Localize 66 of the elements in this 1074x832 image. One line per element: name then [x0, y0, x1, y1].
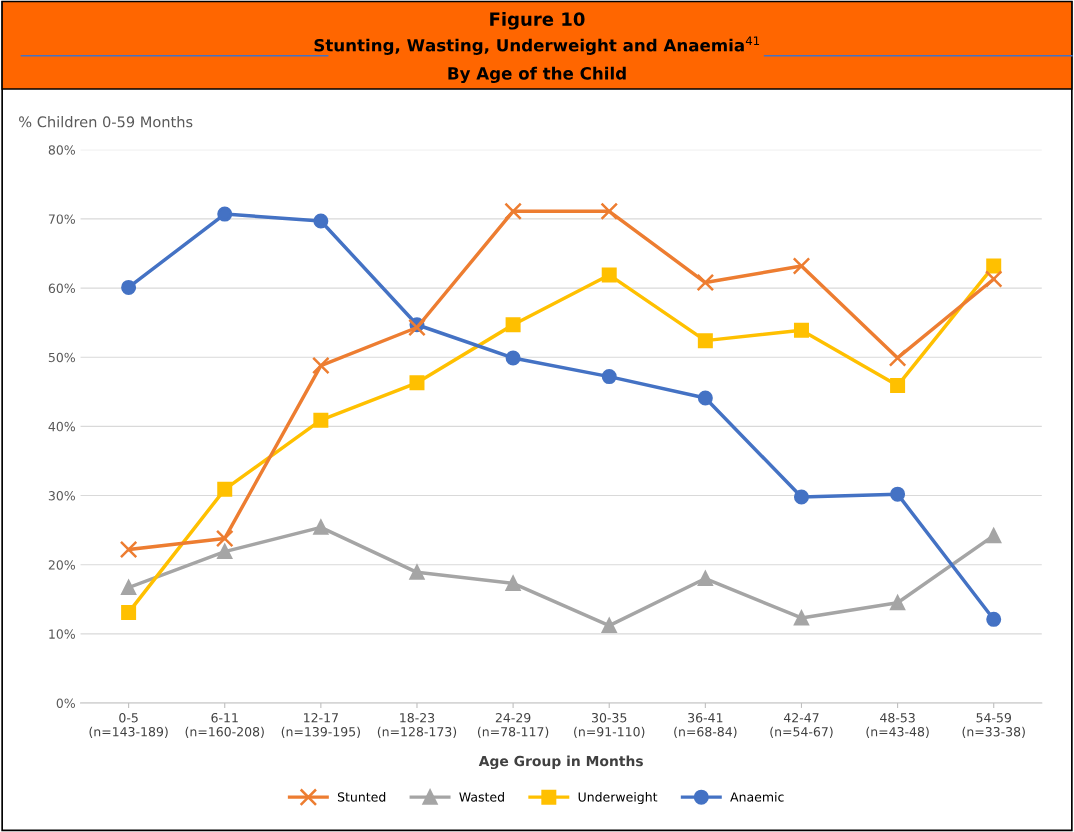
- chart-title: Figure 10: [490, 11, 585, 30]
- point: [697, 333, 713, 349]
- point: [313, 519, 329, 535]
- point: [409, 564, 425, 580]
- point: [600, 202, 619, 221]
- point: [311, 356, 330, 375]
- point: [601, 369, 617, 385]
- point: [505, 350, 521, 366]
- point: [217, 481, 233, 497]
- y-tick-label: 60%: [48, 283, 75, 294]
- point: [505, 575, 521, 591]
- point: [890, 595, 906, 611]
- point: [217, 544, 233, 560]
- y-tick-label: 70%: [48, 214, 75, 224]
- y-tick-label: 50%: [48, 352, 75, 363]
- point: [505, 317, 521, 333]
- x-tick-label: 12-17 (n=139-195): [281, 712, 360, 738]
- legend-label: Wasted: [459, 792, 504, 802]
- point: [313, 213, 329, 229]
- point: [121, 279, 137, 295]
- x-tick-label: 0-5 (n=143-189): [89, 712, 168, 738]
- point: [793, 610, 809, 626]
- point: [121, 604, 137, 620]
- point: [793, 322, 809, 338]
- point: [408, 318, 426, 337]
- x-tick-label: 24-29 (n=78-117): [477, 712, 549, 738]
- x-tick-label: 6-11 (n=160-208): [185, 712, 264, 738]
- x-tick-label: 30-35 (n=91-110): [574, 712, 645, 738]
- x-tick-label: 18-23 (n=128-173): [377, 712, 457, 738]
- point: [697, 571, 713, 587]
- point: [890, 486, 906, 502]
- y-tick-label: 10%: [49, 629, 75, 639]
- point: [984, 270, 1003, 288]
- point: [888, 349, 907, 367]
- x-tick-label: 42-47 (n=54-67): [770, 712, 833, 738]
- point: [217, 206, 233, 222]
- point: [409, 375, 425, 391]
- point: [890, 378, 906, 394]
- point: [986, 528, 1002, 544]
- point: [215, 529, 234, 548]
- y-tick-label: 40%: [48, 421, 75, 432]
- text: Stunting, Wasting, Underweight and Anaemia$^{41}$ By Age of the Child: [314, 36, 760, 84]
- x-tick-label: 54-59 (n=33-38): [962, 712, 1025, 738]
- y-tick-label: 80%: [48, 145, 75, 155]
- point: [119, 540, 138, 559]
- point: [696, 273, 715, 292]
- point: [601, 618, 617, 634]
- point: [601, 267, 617, 283]
- y-axis-title: % Children 0-59 Months: [19, 116, 193, 128]
- point: [697, 390, 713, 406]
- point: [792, 257, 811, 275]
- y-tick-label: 30%: [48, 491, 75, 501]
- point: [121, 580, 137, 596]
- point: [986, 258, 1002, 274]
- y-tick-label: 0%: [56, 698, 75, 708]
- x-tick-label: 36-41 (n=68-84): [674, 712, 737, 738]
- y-tick-label: 20%: [48, 560, 75, 570]
- legend-label: Underweight: [578, 792, 658, 805]
- point: [313, 412, 329, 428]
- x-axis-title: Age Group in Months: [478, 755, 643, 770]
- point: [986, 611, 1002, 627]
- point: [793, 489, 809, 505]
- x-tick-label: 48-53 (n=43-48): [866, 712, 929, 738]
- legend-label: Anaemic: [730, 792, 784, 802]
- legend-label: Stunted: [337, 792, 386, 802]
- point: [504, 202, 522, 221]
